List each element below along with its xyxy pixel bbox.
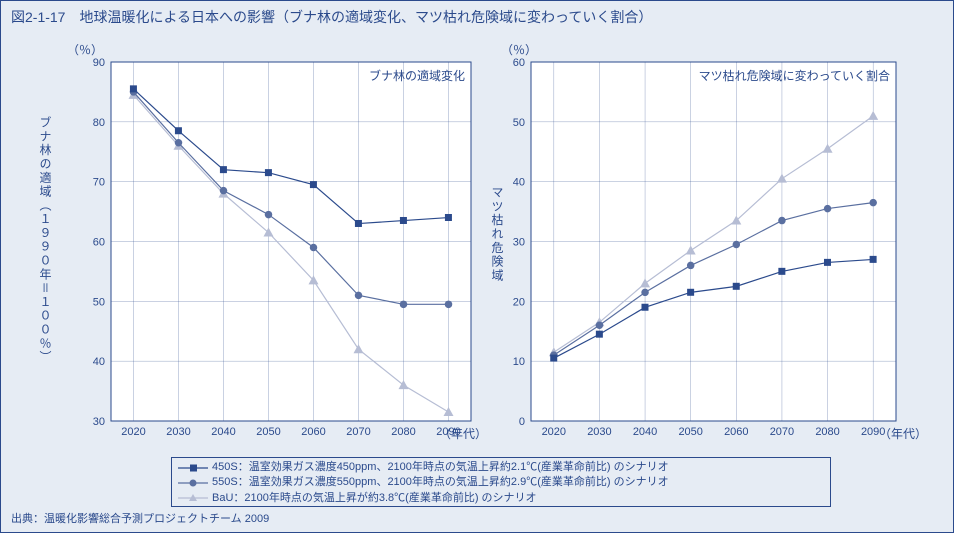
svg-text:ブナ林の適域変化: ブナ林の適域変化 [369,68,465,83]
svg-text:2050: 2050 [256,426,280,438]
figure-container: { "title": "図2-1-17 地球温暖化による日本への影響（ブナ林の適… [0,0,954,533]
svg-text:20: 20 [513,296,525,308]
svg-text:40: 40 [93,356,105,368]
figure-title: 図2-1-17 地球温暖化による日本への影響（ブナ林の適域変化、マツ枯れ危険域に… [11,7,652,27]
svg-text:2030: 2030 [166,426,190,438]
legend-row-450s: 450S：温室効果ガス濃度450ppm、2100年時点の気温上昇約2.1℃(産業… [178,460,824,475]
svg-text:2020: 2020 [542,426,566,438]
source-text: 出典：温暖化影響総合予測プロジェクトチーム 2009 [11,510,269,526]
svg-text:10: 10 [513,356,525,368]
legend-label-bau: BaU：2100年時点の気温上昇が約3.8℃(産業革命前比) のシナリオ [212,491,537,506]
svg-text:30: 30 [93,416,105,428]
svg-text:2070: 2070 [770,426,794,438]
legend-label-550s: 550S：温室効果ガス濃度550ppm、2100年時点の気温上昇約2.9℃(産業… [212,475,669,490]
svg-text:30: 30 [513,237,525,249]
legend-swatch-450s [178,462,208,474]
legend: 450S：温室効果ガス濃度450ppm、2100年時点の気温上昇約2.1℃(産業… [171,457,831,507]
svg-text:2070: 2070 [346,426,370,438]
svg-text:マツ枯れ危険域に変わっていく割合: マツ枯れ危険域に変わっていく割合 [699,68,890,83]
svg-text:2060: 2060 [724,426,748,438]
chart-left: 30 40 50 60 70 80 90 2020 2030 2040 2050 2060 2070 20… [81,56,476,441]
svg-text:2030: 2030 [587,426,611,438]
legend-row-550s: 550S：温室効果ガス濃度550ppm、2100年時点の気温上昇約2.9℃(産業… [178,475,824,490]
svg-text:2040: 2040 [633,426,657,438]
svg-text:70: 70 [93,177,105,189]
svg-text:50: 50 [513,117,525,129]
vlabel-left: ブナ林の適域（１９９０年＝１００％） [37,116,54,364]
x-unit-right: （年代） [879,425,927,442]
svg-text:0: 0 [519,416,525,428]
svg-text:2020: 2020 [121,426,145,438]
legend-label-450s: 450S：温室効果ガス濃度450ppm、2100年時点の気温上昇約2.1℃(産業… [212,460,669,475]
svg-text:80: 80 [93,117,105,129]
svg-text:60: 60 [513,57,525,69]
legend-swatch-bau [178,492,208,504]
svg-text:60: 60 [93,237,105,249]
svg-text:2060: 2060 [301,426,325,438]
svg-text:2080: 2080 [391,426,415,438]
chart-right: 0102030405060202020302040205020602070208… [501,56,921,441]
svg-text:50: 50 [93,296,105,308]
legend-row-bau: BaU：2100年時点の気温上昇が約3.8℃(産業革命前比) のシナリオ [178,491,824,506]
svg-text:2080: 2080 [815,426,839,438]
svg-text:90: 90 [93,57,105,69]
svg-text:2040: 2040 [211,426,235,438]
x-unit-left: （年代） [439,425,487,442]
legend-swatch-550s [178,477,208,489]
svg-text:40: 40 [513,177,525,189]
svg-text:2050: 2050 [678,426,702,438]
